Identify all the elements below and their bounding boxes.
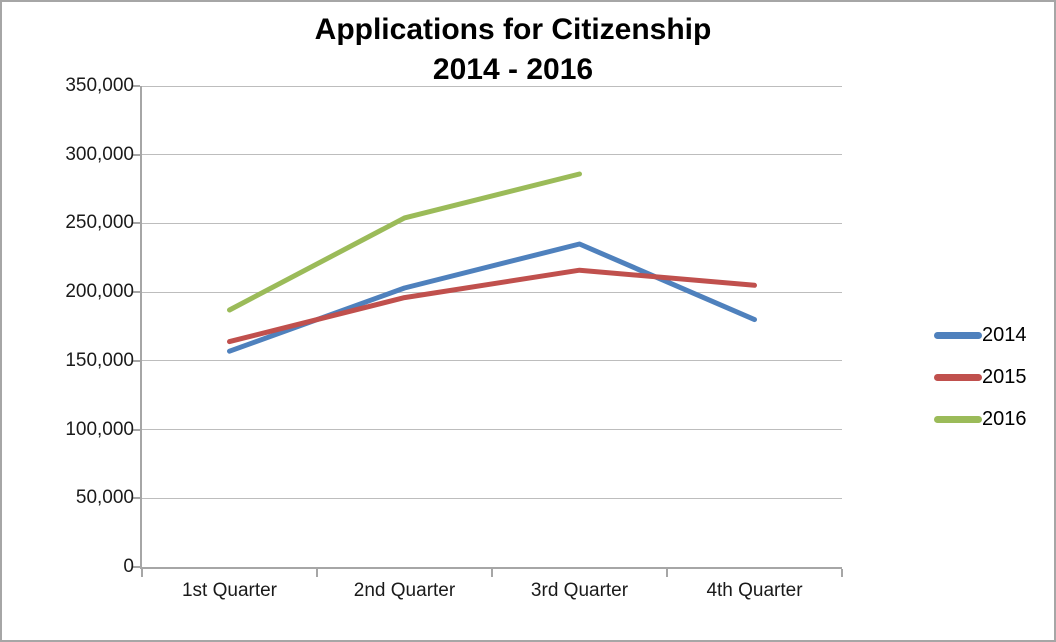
y-axis-tick-label: 300,000: [65, 143, 134, 165]
legend: 2014 2015 2016: [934, 322, 1027, 448]
chart-title: Applications for Citizenship 2014 - 2016: [142, 10, 884, 90]
gridline-250000: [142, 222, 842, 224]
y-tick: [133, 566, 140, 568]
x-tick: [841, 569, 843, 577]
y-tick: [133, 359, 140, 362]
x-axis-tick-label: 1st Quarter: [181, 580, 278, 601]
gridline-150000: [142, 360, 842, 362]
x-tick: [316, 569, 318, 577]
y-axis-tick-label: 0: [123, 556, 134, 577]
legend-label-2014: 2014: [982, 324, 1027, 346]
gridline-300000: [142, 154, 842, 156]
x-tick: [491, 569, 493, 577]
y-tick: [133, 153, 140, 156]
legend-swatch-2016: [934, 415, 982, 423]
x-tick: [666, 569, 668, 577]
y-axis-tick-label: 50,000: [75, 487, 134, 509]
y-axis-tick-label: 350,000: [65, 75, 134, 96]
y-tick: [133, 497, 140, 500]
legend-label-2016: 2016: [982, 408, 1027, 430]
legend-item-2014: 2014: [934, 322, 1027, 348]
legend-item-2015: 2015: [934, 364, 1027, 390]
x-axis-tick-label: 2nd Quarter: [353, 580, 456, 601]
y-tick: [133, 85, 140, 87]
y-axis-tick-label: 100,000: [65, 418, 134, 440]
y-axis-tick-label: 150,000: [65, 349, 134, 371]
gridline-350000: [142, 85, 842, 87]
chart-title-line2: 2014 - 2016: [432, 53, 594, 86]
gridline-200000: [142, 291, 842, 293]
chart-title-line1: Applications for Citizenship: [314, 13, 712, 46]
y-axis-line: [140, 86, 142, 569]
y-tick: [133, 291, 140, 294]
x-axis-tick-label: 3rd Quarter: [530, 580, 629, 601]
y-axis-tick-label: 250,000: [65, 212, 134, 234]
series-line-2015: [227, 267, 757, 345]
x-tick: [141, 569, 143, 577]
legend-swatch-2015: [934, 373, 982, 381]
series-line-2016: [227, 171, 582, 313]
gridline-100000: [142, 429, 842, 431]
y-tick: [133, 222, 140, 225]
series-line-2014: [227, 241, 757, 354]
legend-item-2016: 2016: [934, 406, 1027, 432]
y-tick: [133, 428, 140, 431]
legend-label-2015: 2015: [982, 366, 1027, 388]
gridline-50000: [142, 497, 842, 499]
plot-area: [227, 171, 757, 354]
y-axis-tick-label: 200,000: [65, 281, 134, 303]
x-axis-line: [140, 567, 842, 569]
legend-swatch-2014: [934, 331, 982, 339]
x-axis-tick-label: 4th Quarter: [706, 580, 803, 601]
